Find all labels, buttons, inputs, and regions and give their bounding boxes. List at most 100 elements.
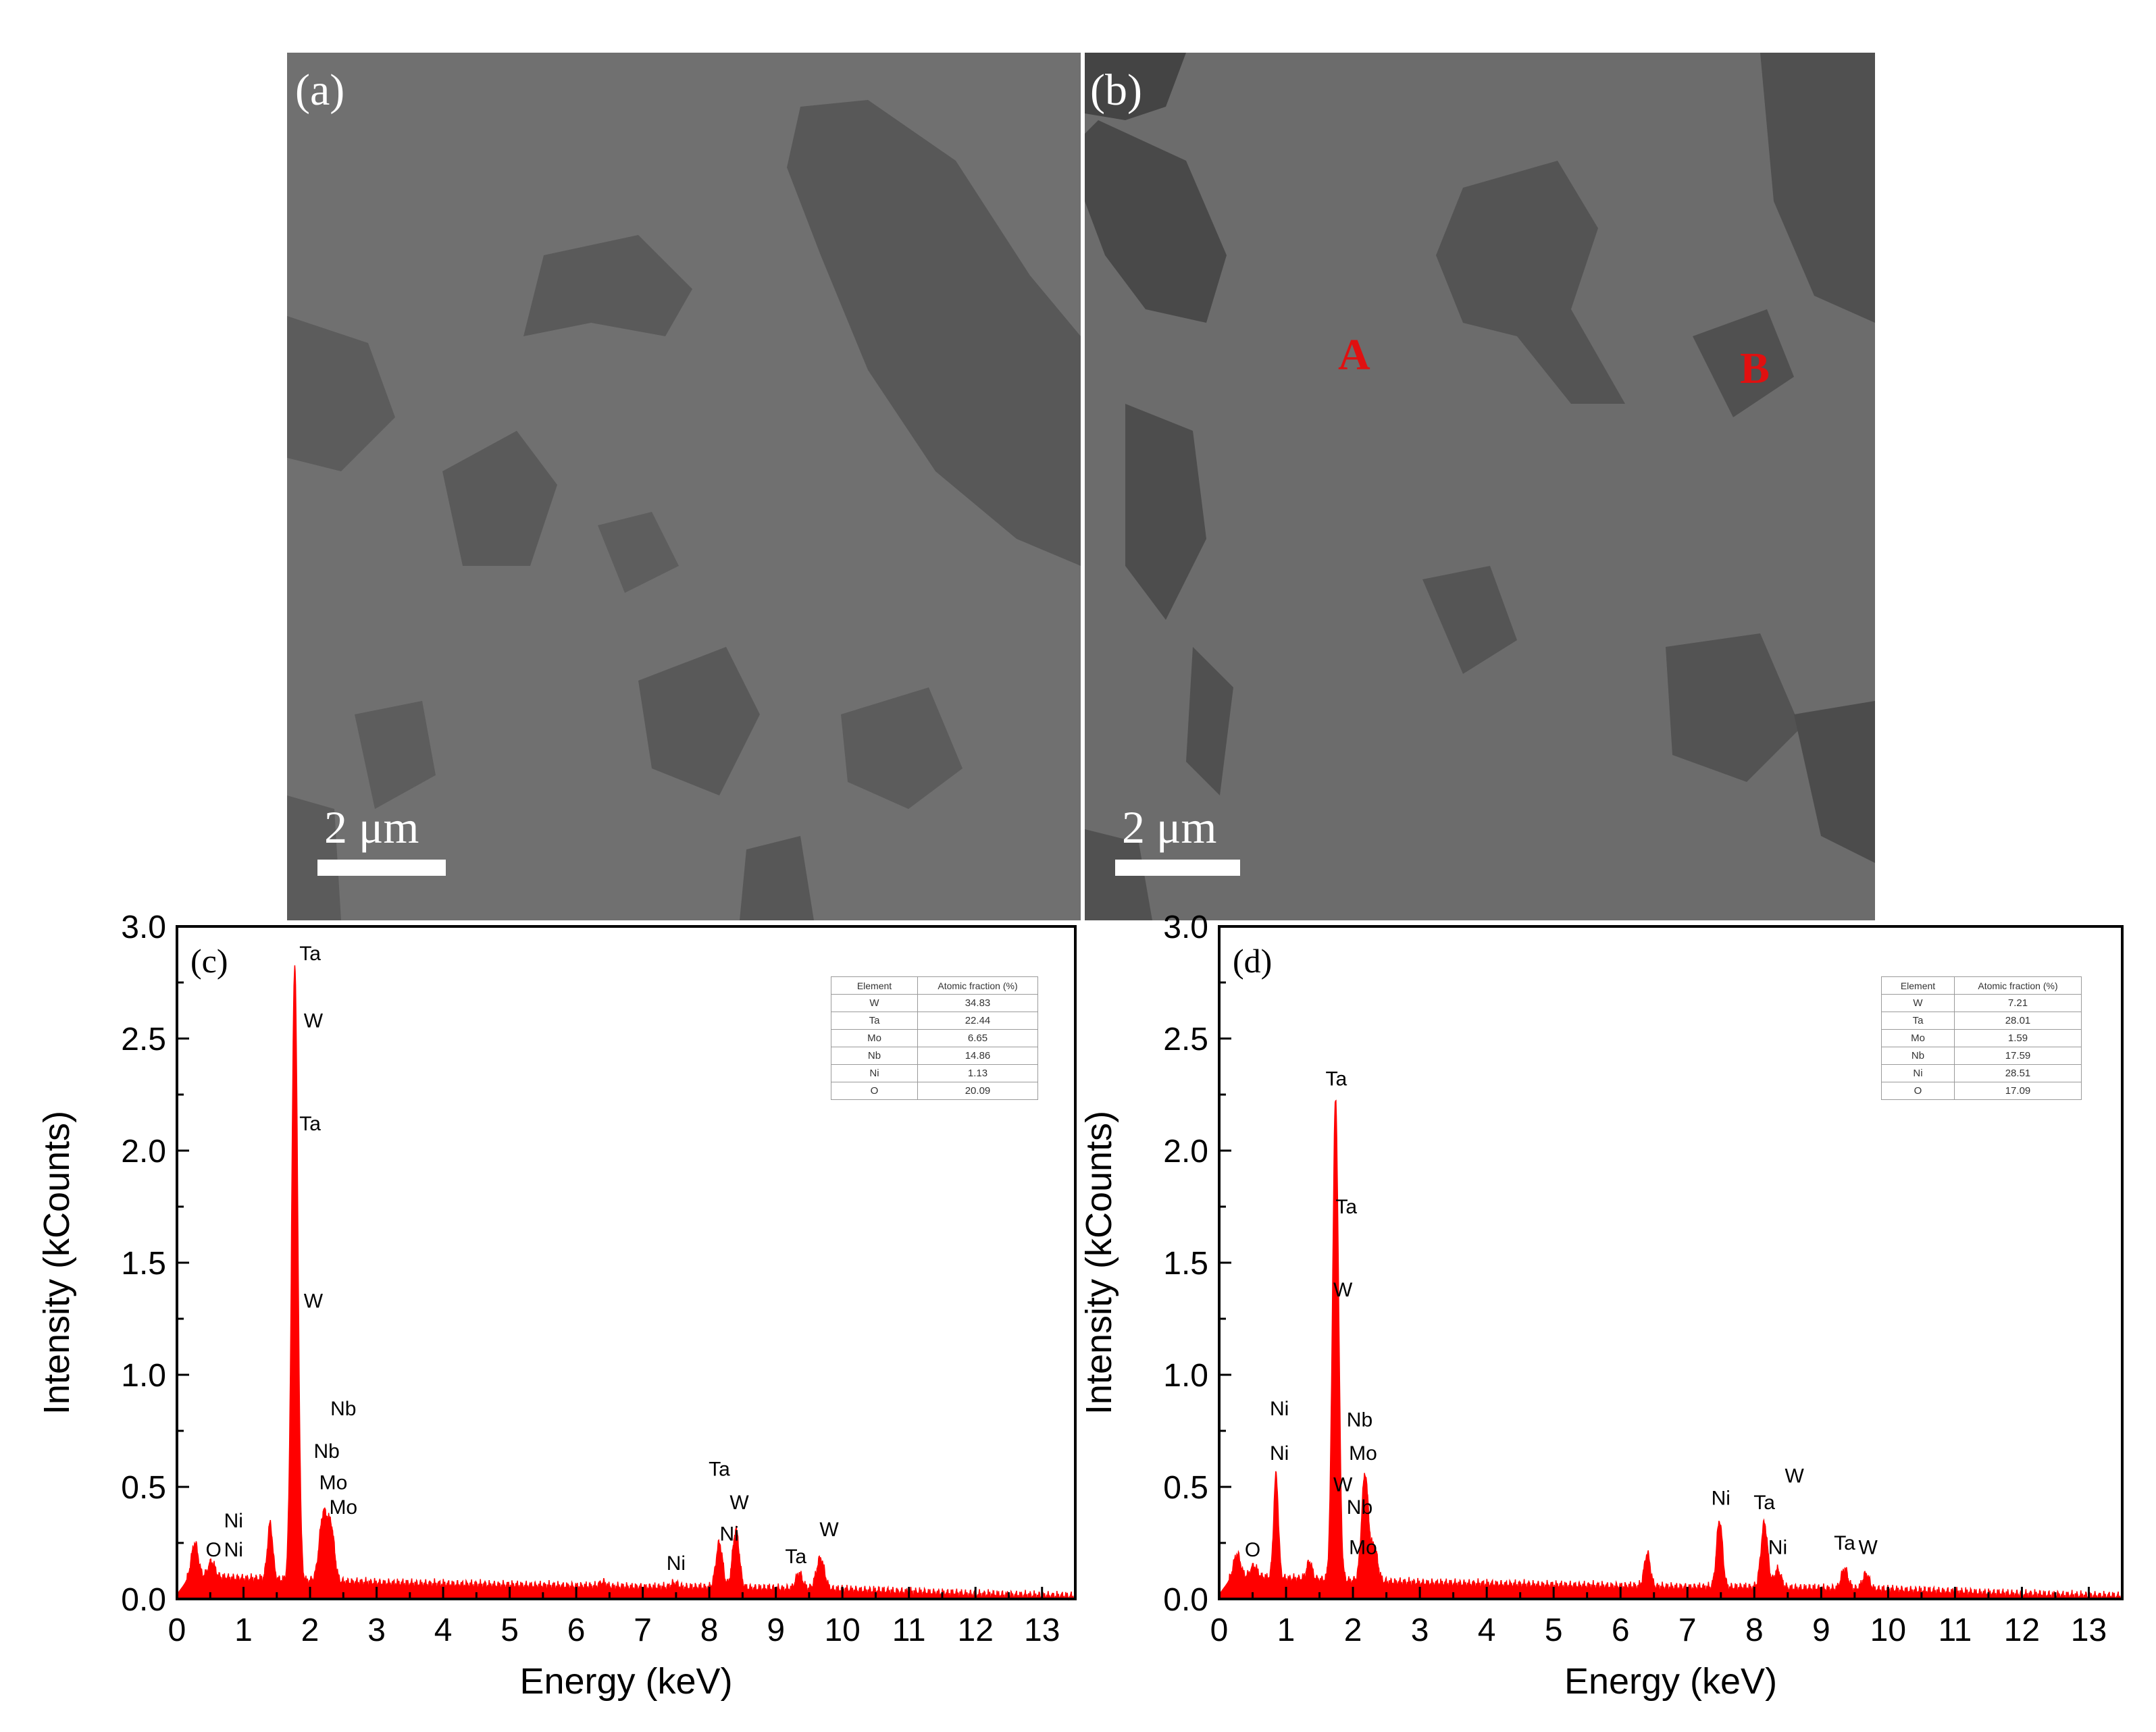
peak-label-d: O — [1245, 1539, 1260, 1561]
peak-label-c: Mo — [319, 1471, 348, 1494]
point-label-a: A — [1338, 330, 1370, 379]
peak-label-d: Ni — [1270, 1398, 1289, 1420]
table-cell-element: Nb — [1881, 1047, 1955, 1065]
x-tick-label-d: 4 — [1478, 1612, 1496, 1648]
x-tick-label-c: 12 — [958, 1612, 994, 1648]
table-cell-fraction: 22.44 — [917, 1012, 1038, 1030]
table-row: Mo 1.59 — [1881, 1029, 2082, 1047]
table-row: W 34.83 — [831, 994, 1038, 1012]
scale-label-a: 2 μm — [324, 802, 419, 853]
x-tick-label-c: 10 — [824, 1612, 860, 1648]
peak-label-c: Nb — [330, 1398, 356, 1420]
x-tick-label-d: 13 — [2071, 1612, 2107, 1648]
panel-divider — [1081, 53, 1085, 920]
composition-table-c: Element Atomic fraction (%) W 34.83 Ta 22.… — [831, 976, 1038, 1100]
x-tick-label-d: 2 — [1344, 1612, 1362, 1648]
x-tick-label-c: 2 — [301, 1612, 319, 1648]
panel-tag-c: (c) — [190, 942, 228, 980]
peak-label-d: Nb — [1347, 1409, 1372, 1431]
table-row: Mo 6.65 — [831, 1029, 1038, 1047]
peak-label-d: Mo — [1349, 1537, 1377, 1559]
x-tick-label-c: 7 — [634, 1612, 652, 1648]
x-tick-label-d: 6 — [1612, 1612, 1630, 1648]
scale-label-b: 2 μm — [1122, 802, 1217, 853]
table-header-element: Element — [831, 976, 918, 995]
panel-tag-b: (b) — [1090, 65, 1142, 115]
peak-label-c: W — [304, 1290, 324, 1312]
peak-label-d: W — [1785, 1465, 1805, 1487]
x-tick-label-d: 0 — [1210, 1612, 1229, 1648]
peak-label-c: Nb — [313, 1440, 339, 1463]
table-row: Ni 1.13 — [831, 1064, 1038, 1082]
y-tick-label-d: 0.5 — [1163, 1470, 1208, 1506]
table-row: Nb 17.59 — [1881, 1047, 2082, 1065]
peak-label-c: Ni — [224, 1510, 243, 1532]
table-cell-element: W — [1881, 994, 1955, 1012]
table-header-row: Element Atomic fraction (%) — [1881, 976, 2082, 995]
x-tick-label-c: 8 — [700, 1612, 719, 1648]
x-tick-label-c: 0 — [168, 1612, 186, 1648]
peak-label-c: Ta — [299, 943, 321, 965]
spectrum-area-d — [1218, 1099, 2123, 1601]
table-row: O 20.09 — [831, 1082, 1038, 1100]
y-axis-label-d: Intensity (kCounts) — [1079, 1111, 1119, 1415]
table-cell-fraction: 17.09 — [1954, 1082, 2082, 1100]
y-tick-label-d: 3.0 — [1163, 910, 1208, 945]
table-row: Ni 28.51 — [1881, 1064, 2082, 1082]
x-tick-label-d: 8 — [1745, 1612, 1764, 1648]
peak-label-c: Ni — [667, 1552, 686, 1575]
y-tick-label-c: 1.5 — [121, 1246, 166, 1282]
peak-label-d: Ni — [1270, 1442, 1289, 1465]
peak-label-c: Mo — [329, 1496, 357, 1519]
y-tick-label-c: 2.0 — [121, 1134, 166, 1170]
table-header-row: Element Atomic fraction (%) — [831, 976, 1038, 995]
x-tick-label-d: 12 — [2004, 1612, 2040, 1648]
peak-label-d: W — [1333, 1474, 1353, 1496]
peak-label-d: Ta — [1834, 1532, 1855, 1554]
table-cell-fraction: 20.09 — [917, 1082, 1038, 1100]
spectrum-area-c — [176, 965, 1076, 1601]
sem-image-b: (b) A B 2 μm — [1085, 53, 1875, 920]
table-row: W 7.21 — [1881, 994, 2082, 1012]
y-tick-label-d: 1.5 — [1163, 1246, 1208, 1282]
peak-label-d: Nb — [1347, 1496, 1372, 1519]
peak-label-c: Ta — [785, 1546, 806, 1568]
table-cell-fraction: 1.59 — [1954, 1029, 2082, 1047]
peak-label-d: W — [1858, 1537, 1878, 1559]
x-tick-label-c: 13 — [1024, 1612, 1060, 1648]
x-tick-label-d: 3 — [1411, 1612, 1429, 1648]
table-cell-fraction: 34.83 — [917, 994, 1038, 1012]
y-axis-label-c: Intensity (kCounts) — [36, 1111, 77, 1415]
scale-bar-b — [1115, 860, 1240, 876]
x-axis-label-d: Energy (keV) — [1564, 1661, 1777, 1702]
table-cell-element: W — [831, 994, 918, 1012]
table-cell-element: Mo — [831, 1029, 918, 1047]
peak-label-c: Ni — [720, 1523, 739, 1546]
x-axis-label-c: Energy (keV) — [519, 1661, 732, 1702]
table-cell-fraction: 14.86 — [917, 1047, 1038, 1065]
x-tick-label-c: 11 — [892, 1612, 926, 1648]
peak-label-c: W — [729, 1492, 749, 1514]
y-tick-label-c: 1.0 — [121, 1358, 166, 1394]
table-header-fraction: Atomic fraction (%) — [917, 976, 1038, 995]
x-tick-label-c: 9 — [767, 1612, 785, 1648]
peak-label-c: Ni — [224, 1539, 243, 1561]
x-tick-label-c: 6 — [567, 1612, 586, 1648]
x-tick-label-c: 3 — [367, 1612, 386, 1648]
table-cell-element: Ta — [831, 1012, 918, 1030]
table-cell-fraction: 6.65 — [917, 1029, 1038, 1047]
y-tick-label-c: 0.0 — [121, 1582, 166, 1618]
peak-label-d: Ta — [1325, 1068, 1347, 1091]
table-cell-element: Mo — [1881, 1029, 1955, 1047]
peak-label-c: Ta — [709, 1458, 730, 1480]
table-header-fraction: Atomic fraction (%) — [1954, 976, 2082, 995]
table-cell-element: Ni — [1881, 1064, 1955, 1082]
peak-label-d: Ni — [1712, 1488, 1730, 1510]
x-tick-label-d: 11 — [1938, 1612, 1972, 1648]
table-row: Ta 28.01 — [1881, 1012, 2082, 1030]
scale-bar-a — [317, 860, 446, 876]
table-cell-element: O — [1881, 1082, 1955, 1100]
sem-texture-b — [1085, 53, 1875, 920]
table-cell-element: Ta — [1881, 1012, 1955, 1030]
